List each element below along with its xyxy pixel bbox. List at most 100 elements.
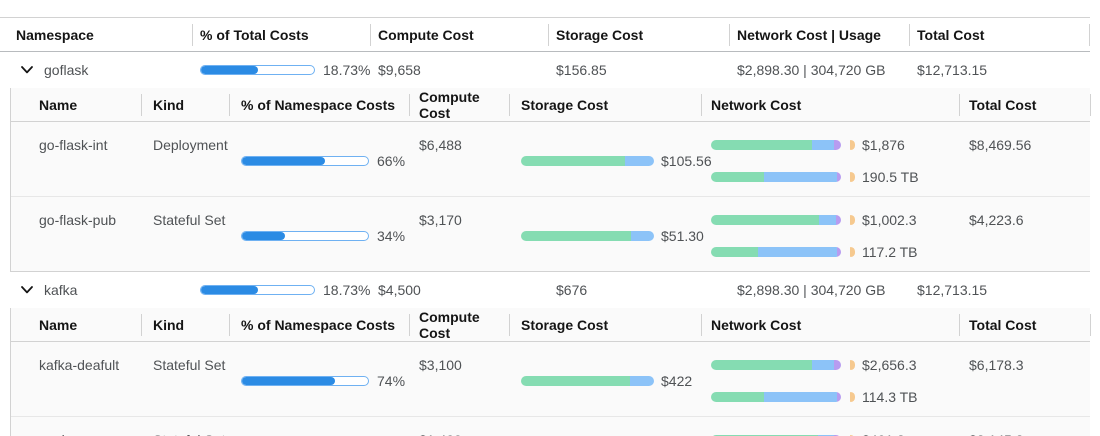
total-cost-value: $12,713.15 [917,282,988,298]
percent-bar [241,376,369,386]
namespace-name: kafka [44,282,78,298]
percent-bar-fill [242,377,336,385]
pct-namespace-cell: 34% [229,211,409,261]
bar-tip-icon [850,360,855,370]
bar-segment [624,156,654,166]
percent-bar [241,156,369,166]
bar-segment [818,215,836,225]
subtable-header: Name Kind % of Namespace Costs Compute C… [11,308,1090,342]
compute-cost-value: $3,170 [419,212,462,228]
storage-cost-value: $105.56 [661,153,712,169]
storage-cost-cell: $422 [509,356,701,406]
column-header-kind: Kind [141,308,229,341]
percent-value: 74% [377,373,406,389]
column-header-network-cost: Network Cost [701,88,959,121]
bar-segment [711,172,765,182]
workload-row: zookeeper Stateful Set 26% $1,400 $254 $… [11,416,1090,436]
network-usage-value: 114.3 TB [862,389,918,405]
percent-bar-fill [242,157,326,165]
storage-bar [521,231,654,241]
pct-namespace-cell: 26% [229,431,409,436]
percent-bar [241,231,369,241]
network-cost-value: $1,002.3 [862,212,917,228]
network-cost-bar [711,140,841,150]
subtable-header: Name Kind % of Namespace Costs Compute C… [11,88,1090,122]
chevron-down-icon[interactable] [20,283,34,297]
storage-cost-cell: $105.56 [509,136,712,186]
pct-total-cell: 18.73% [192,282,370,298]
storage-cost-value: $422 [661,373,693,389]
percent-bar-fill [201,66,258,74]
network-cost-bar [711,215,841,225]
namespace-row[interactable]: kafka 18.73% $4,500 $676 $2,898.30 | 304… [0,272,1090,308]
network-usage-bar [711,172,841,182]
network-cost-cell: $1,876 190.5 TB [701,136,959,186]
workload-kind: Stateful Set [153,212,226,228]
storage-bar [521,376,654,386]
bar-segment [837,392,841,402]
compute-cost-value: $4,500 [378,282,421,298]
column-header-storage-cost: Storage Cost [509,88,701,121]
network-cost-value: $2,656.3 [862,357,917,373]
total-cost-value: $12,713.15 [917,62,988,78]
network-usage-bar [711,392,841,402]
workload-row: go-flask-pub Stateful Set 34% $3,170 $51… [11,196,1090,271]
storage-cost-cell: $254 [509,431,701,436]
pct-total-cell: 18.73% [192,62,370,78]
bar-tip-icon [850,392,855,402]
network-cost-cell: $2,656.3 114.3 TB [701,356,959,406]
bar-segment [711,360,813,370]
total-cost-value: $2,145.3 [959,431,1091,436]
bar-segment [521,156,625,166]
column-header-total-cost: Total Cost [959,88,1091,121]
bar-segment [837,172,841,182]
column-header-compute-cost: Compute Cost [370,18,548,51]
percent-value: 18.73% [323,282,371,298]
network-cost-cell: $1,002.3 117.2 TB [701,211,959,261]
bar-segment [631,231,654,241]
network-usage-value: 117.2 TB [862,244,918,260]
column-header-pct-namespace-costs: % of Namespace Costs [229,308,409,341]
chevron-down-icon[interactable] [20,63,34,77]
total-cost-value: $4,223.6 [969,212,1024,228]
workload-kind: Deployment [153,137,228,153]
bar-tip-icon [850,140,855,150]
namespace-group: kafka 18.73% $4,500 $676 $2,898.30 | 304… [0,272,1090,436]
compute-cost-value: $1,400 [409,431,509,436]
bar-segment [835,215,841,225]
compute-cost-value: $6,488 [419,137,462,153]
bar-segment [834,140,841,150]
column-header-name: Name [39,316,78,333]
bar-segment [757,247,838,257]
storage-bar [521,156,654,166]
storage-cost-value: $676 [556,282,588,298]
bar-tip-icon [850,215,855,225]
total-cost-value: $6,178.3 [969,357,1024,373]
bar-segment [764,172,838,182]
percent-value: 34% [377,228,406,244]
bar-segment [837,247,841,257]
subtable-body: kafka-deafult Stateful Set 74% $3,100 $4… [11,342,1090,436]
bar-segment [834,360,841,370]
percent-bar [200,285,315,295]
storage-cost-value: $156.85 [556,62,607,78]
bar-segment [764,392,838,402]
compute-cost-value: $9,658 [378,62,421,78]
namespace-name: goflask [44,62,89,78]
table-body: goflask 18.73% $9,658 $156.85 $2,898.30 … [0,52,1090,436]
column-header-total-cost: Total Cost [909,18,1090,51]
workload-kind: Stateful Set [153,357,226,373]
outer-table-header: Namespace % of Total Costs Compute Cost … [0,17,1090,52]
network-usage-value: 190.5 TB [862,169,919,185]
bar-segment [630,376,654,386]
workload-name: kafka-deafult [39,357,120,373]
workload-row: kafka-deafult Stateful Set 74% $3,100 $4… [11,342,1090,416]
column-header-namespace: Namespace [16,26,94,43]
column-header-compute-cost: Compute Cost [409,88,509,121]
network-cost-cell: $491.3 64 TB [701,431,959,436]
namespace-row[interactable]: goflask 18.73% $9,658 $156.85 $2,898.30 … [0,52,1090,88]
column-header-storage-cost: Storage Cost [509,308,701,341]
bar-segment [521,231,632,241]
network-cost-usage-value: $2,898.30 | 304,720 GB [737,62,886,78]
